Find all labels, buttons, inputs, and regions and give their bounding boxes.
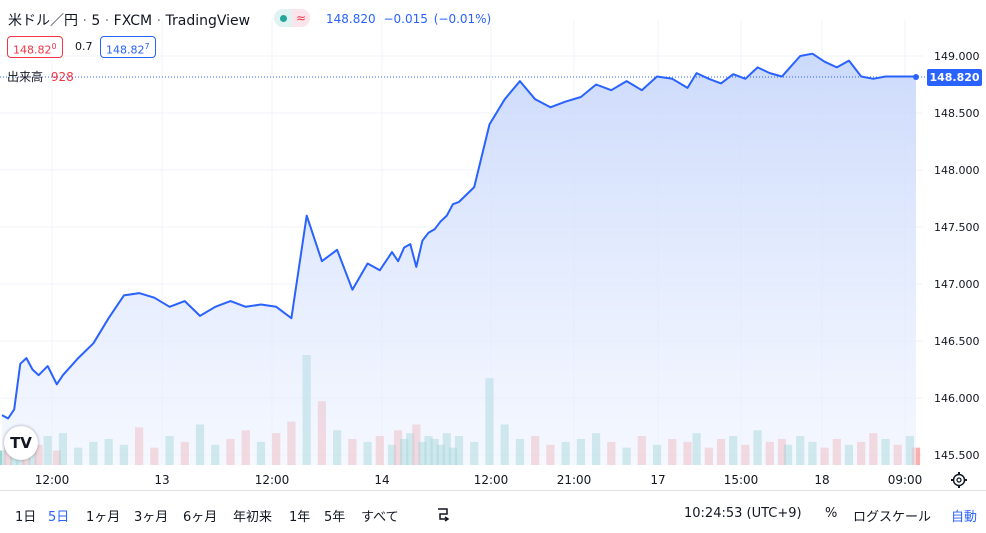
market-open-dot-icon	[274, 9, 292, 27]
gear-icon[interactable]	[950, 471, 968, 489]
y-tick-label: 149.000	[934, 50, 980, 63]
log-scale-button[interactable]: ログスケール	[853, 510, 932, 525]
y-tick-label: 146.000	[934, 392, 980, 405]
range-1y-button[interactable]: 1年	[289, 510, 311, 525]
bottom-divider	[0, 490, 986, 491]
range-6m-button[interactable]: 6ヶ月	[183, 510, 218, 525]
bid-price: 148.82	[13, 43, 52, 57]
x-tick-label: 12:00	[474, 473, 509, 487]
price-line	[1, 52, 916, 420]
bottom-toolbar: 1日 5日 1ヶ月 3ヶ月 6ヶ月 年初来 1年 5年 すべて 10:24:53…	[0, 492, 986, 533]
tradingview-logo[interactable]: TV	[4, 426, 38, 460]
range-5y-button[interactable]: 5年	[324, 510, 346, 525]
x-tick-label: 12:00	[35, 473, 70, 487]
symbol-name[interactable]: 米ドル／円	[8, 13, 78, 29]
exchange-label: FXCM	[113, 13, 153, 29]
x-tick-label: 17	[650, 473, 665, 487]
bid-price-pip: 0	[51, 42, 57, 51]
approx-icon: ≈	[292, 9, 310, 27]
auto-scale-button[interactable]: 自動	[951, 510, 978, 525]
y-tick-label: 146.500	[934, 335, 980, 348]
range-5d-button[interactable]: 5日	[48, 510, 70, 525]
y-tick-label: 147.500	[934, 221, 980, 234]
y-axis: 149.000 148.500 148.000 147.500 147.000 146.5…	[934, 50, 980, 462]
x-tick-label: 21:00	[557, 473, 592, 487]
y-tick-label: 147.000	[934, 278, 980, 291]
x-tick-label: 12:00	[255, 473, 290, 487]
header-sep: ·	[104, 13, 110, 29]
range-1m-button[interactable]: 1ヶ月	[86, 510, 121, 525]
x-axis: 12:00 13 12:00 14 12:00 21:00 17 15:00 18 09:00	[35, 473, 923, 487]
range-ytd-button[interactable]: 年初来	[233, 510, 273, 525]
x-tick-label: 15:00	[724, 473, 759, 487]
ask-price: 148.82	[106, 43, 145, 57]
header-sep: ·	[156, 13, 162, 29]
y-tick-label: 145.500	[934, 449, 980, 462]
spread-value: 0.7	[75, 40, 93, 53]
x-tick-label: 14	[374, 473, 389, 487]
ask-price-button[interactable]: 148.827	[100, 36, 156, 58]
volume-label: 出来高	[7, 70, 44, 84]
interval-label[interactable]: 5	[91, 13, 101, 29]
price-area	[2, 53, 916, 465]
x-tick-label: 18	[814, 473, 829, 487]
range-1d-button[interactable]: 1日	[15, 510, 37, 525]
last-price: 148.820	[326, 12, 376, 26]
volume-value: 928	[50, 70, 74, 84]
price-change: −0.015	[383, 12, 428, 26]
header-sep: ·	[82, 13, 87, 29]
range-all-button[interactable]: すべて	[361, 510, 399, 525]
clock-readout[interactable]: 10:24:53 (UTC+9)	[684, 506, 802, 521]
percent-scale-button[interactable]: %	[825, 506, 838, 521]
ask-price-pip: 7	[144, 42, 150, 51]
market-status-icon[interactable]: ≈	[274, 9, 310, 27]
x-tick-label: 09:00	[888, 473, 923, 487]
last-price-dot	[913, 74, 919, 80]
y-tick-label: 148.000	[934, 164, 980, 177]
last-price-tag: 148.820	[927, 69, 982, 86]
compare-icon[interactable]	[434, 506, 452, 528]
y-tick-label: 148.500	[934, 107, 980, 120]
source-label: TradingView	[165, 13, 251, 29]
range-3m-button[interactable]: 3ヶ月	[134, 510, 169, 525]
bid-price-button[interactable]: 148.820	[7, 36, 63, 58]
price-chart[interactable]: 149.000 148.500 148.000 147.500 147.000 146.5…	[0, 0, 986, 490]
x-tick-label: 13	[154, 473, 169, 487]
price-change-pct: (−0.01%)	[433, 12, 492, 26]
